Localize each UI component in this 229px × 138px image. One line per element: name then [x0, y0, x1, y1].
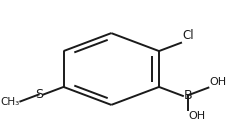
Text: OH: OH — [208, 77, 225, 87]
Text: S: S — [35, 88, 43, 101]
Text: B: B — [183, 89, 191, 102]
Text: CH₃: CH₃ — [0, 97, 19, 107]
Text: OH: OH — [188, 111, 205, 121]
Text: Cl: Cl — [181, 29, 193, 42]
